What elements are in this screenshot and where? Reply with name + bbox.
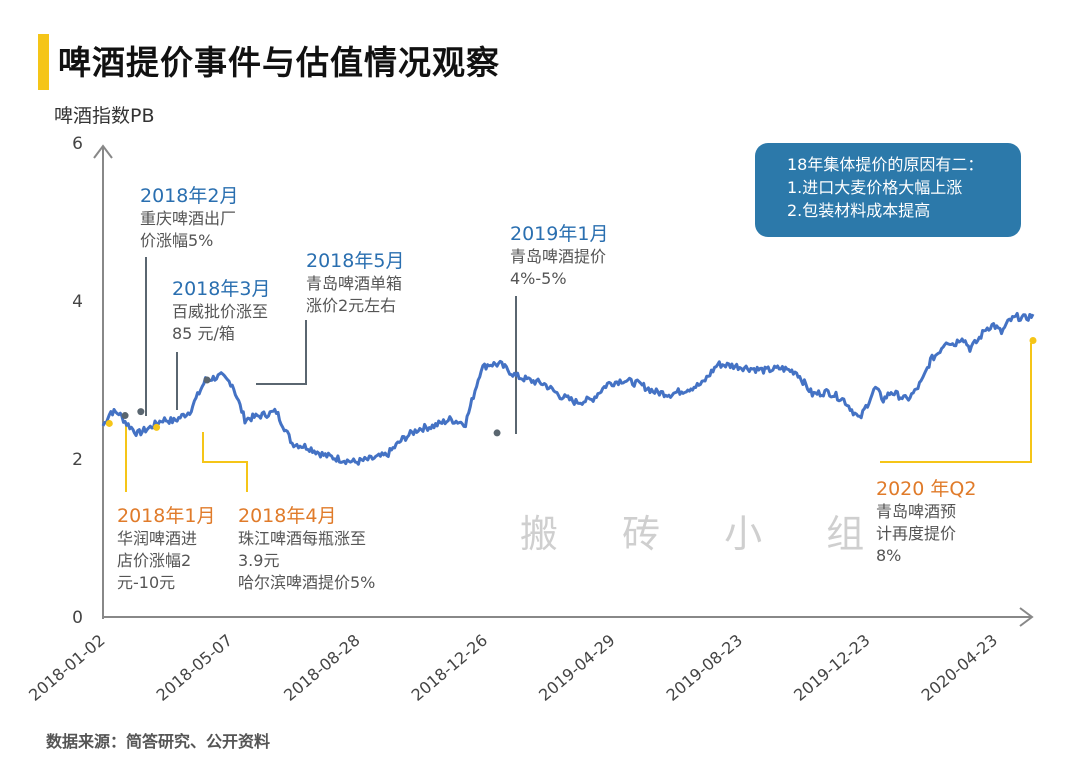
- annotation-line: 青岛啤酒提价: [510, 247, 607, 266]
- annotation-line: 青岛啤酒单箱: [306, 274, 403, 293]
- annotation-line: 4%-5%: [510, 269, 567, 288]
- annotation-head: 2020 年Q2: [876, 478, 977, 500]
- chart-axes: [93, 144, 1034, 627]
- y-tick-label: 6: [72, 134, 83, 154]
- annotation-head: 2018年4月: [238, 505, 337, 527]
- annotation-line: 85 元/箱: [172, 324, 235, 343]
- series-line-beer-pb: [101, 311, 1035, 466]
- annotation-head: 2018年1月: [117, 505, 216, 527]
- watermark: 搬 砖 小 组: [520, 512, 891, 556]
- y-tick-label: 4: [72, 292, 83, 312]
- event-marker-dot: [105, 419, 113, 427]
- annotation-apr-2018: 2018年4月 珠江啤酒每瓶涨至 3.9元 哈尔滨啤酒提价5%: [238, 504, 375, 594]
- y-axis-arrow: [93, 144, 113, 159]
- series-group: [101, 311, 1035, 466]
- annotation-line: 重庆啤酒出厂: [140, 209, 237, 228]
- annotation-head: 2018年3月: [172, 278, 271, 300]
- x-tick-label: 2018-01-02: [25, 631, 108, 705]
- event-markers: [105, 337, 1037, 437]
- info-line-2: 1.进口大麦价格大幅上涨: [787, 178, 963, 197]
- info-line-3: 2.包装材料成本提高: [787, 201, 931, 220]
- annotation-line: 元-10元: [117, 573, 176, 592]
- leader-apr-2018: [202, 432, 248, 492]
- x-tick-label: 2018-08-28: [280, 631, 363, 705]
- annotation-mar-2018: 2018年3月 百威批价涨至 85 元/箱: [172, 277, 270, 345]
- x-ticks: 2018-01-02 2018-05-07 2018-08-28 2018-12-26…: [25, 631, 1001, 705]
- event-marker-dot: [153, 423, 161, 431]
- x-tick-label: 2020-04-23: [918, 631, 1001, 705]
- annotation-may-2018: 2018年5月 青岛啤酒单箱 涨价2元左右: [306, 249, 404, 317]
- annotation-line: 计再度提价: [876, 524, 957, 543]
- event-marker-dot: [203, 376, 211, 384]
- annotation-jan-2019: 2019年1月 青岛啤酒提价 4%-5%: [510, 222, 608, 290]
- leader-may-2018: [256, 320, 307, 385]
- leader-q2-2020: [880, 343, 1032, 463]
- annotation-line: 涨价2元左右: [306, 296, 397, 315]
- y-tick-label: 2: [72, 450, 83, 470]
- x-tick-label: 2019-08-23: [663, 631, 746, 705]
- annotation-line: 珠江啤酒每瓶涨至: [238, 529, 367, 548]
- annotation-feb-2018: 2018年2月 重庆啤酒出厂 价涨幅5%: [140, 184, 238, 252]
- x-tick-label: 2019-04-29: [535, 631, 618, 705]
- event-marker-dot: [1029, 337, 1037, 344]
- y-ticks: 0 2 4 6: [72, 134, 83, 628]
- event-marker-dot: [121, 412, 129, 420]
- x-tick-label: 2019-12-23: [790, 631, 873, 705]
- x-tick-label: 2018-12-26: [408, 631, 491, 705]
- annotation-line: 华润啤酒进: [117, 529, 198, 548]
- data-source: 数据来源：简答研究、公开资料: [46, 732, 271, 751]
- y-tick-label: 0: [72, 608, 83, 628]
- annotation-q2-2020: 2020 年Q2 青岛啤酒预 计再度提价 8%: [876, 477, 976, 567]
- annotation-head: 2018年5月: [306, 250, 405, 272]
- annotation-line: 哈尔滨啤酒提价5%: [238, 573, 376, 592]
- annotation-line: 百威批价涨至: [172, 302, 269, 321]
- annotation-head: 2018年2月: [140, 185, 239, 207]
- annotation-line: 青岛啤酒预: [876, 502, 957, 521]
- info-line-1: 18年集体提价的原因有二：: [787, 155, 984, 174]
- annotation-leaders: [125, 257, 1032, 492]
- annotation-jan-2018: 2018年1月 华润啤酒进 店价涨幅2 元-10元: [117, 504, 215, 594]
- annotation-line: 价涨幅5%: [140, 231, 214, 250]
- y-axis-label: 啤酒指数PB: [54, 105, 155, 127]
- annotation-head: 2019年1月: [510, 223, 609, 245]
- page-title: 啤酒提价事件与估值情况观察: [58, 43, 500, 82]
- annotation-line: 8%: [876, 546, 902, 565]
- annotation-line: 店价涨幅2: [117, 551, 192, 570]
- event-marker-dot: [493, 429, 501, 437]
- x-axis-arrow: [1019, 607, 1034, 627]
- x-tick-label: 2018-05-07: [153, 631, 236, 705]
- title-accent-bar: [38, 34, 49, 90]
- event-marker-dot: [137, 408, 145, 416]
- annotation-line: 3.9元: [238, 551, 280, 570]
- info-box: 18年集体提价的原因有二： 1.进口大麦价格大幅上涨 2.包装材料成本提高: [755, 143, 1021, 237]
